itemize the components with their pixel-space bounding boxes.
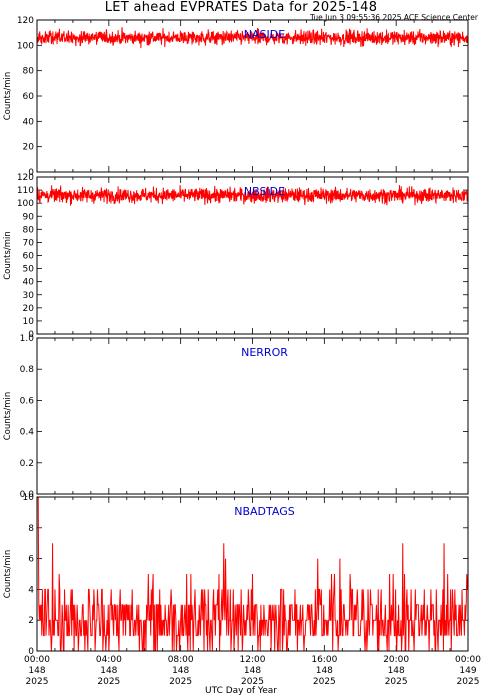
x-tick-label-doy: 148 <box>316 666 333 676</box>
y-tick-label: 90 <box>23 212 35 222</box>
y-tick-label: 8 <box>28 524 34 534</box>
y-tick-label: 70 <box>23 238 35 248</box>
x-tick-label-doy: 148 <box>388 666 405 676</box>
panel-nbside: 0 10 20 30 40 50 60 70 80 90 100 110 120 Counts/min NB… <box>3 173 469 340</box>
plot-frame <box>36 496 469 652</box>
y-tick-label: 80 <box>23 225 35 235</box>
y-tick-label: 0.0 <box>20 490 35 500</box>
y-tick-label: 120 <box>17 173 34 183</box>
x-tick-label-year: 2025 <box>385 677 408 687</box>
x-tick-label-time: 12:00 <box>240 655 266 665</box>
y-tick-label: 0.8 <box>20 365 35 375</box>
y-axis-label: Counts/min <box>3 550 13 599</box>
y-tick-label: 60 <box>23 252 35 262</box>
x-tick-label-year: 2025 <box>457 677 480 687</box>
x-tick-label-time: 00:00 <box>455 655 481 665</box>
y-tick-label: 1.0 <box>20 334 35 344</box>
y-tick-label: 20 <box>23 304 35 314</box>
y-tick-label: 0.2 <box>20 459 34 469</box>
panel-title: NBADTAGS <box>234 505 294 518</box>
y-tick-label: 4 <box>28 585 34 595</box>
x-tick-label-doy: 149 <box>459 666 476 676</box>
y-tick-label: 10 <box>23 493 35 503</box>
y-axis-label: Counts/min <box>3 231 13 280</box>
y-tick-label: 110 <box>17 186 34 196</box>
plot-frame <box>36 176 469 335</box>
panel-title: NERROR <box>241 346 288 359</box>
x-tick-label-year: 2025 <box>26 677 49 687</box>
panel-nbadtags: 0 2 4 6 8 10 Counts/min NBADTAGS <box>3 493 469 657</box>
x-tick-label-doy: 148 <box>100 666 117 676</box>
y-tick-label: 120 <box>17 16 34 26</box>
x-tick-label-doy: 148 <box>244 666 261 676</box>
y-tick-label: 0 <box>28 647 34 657</box>
plot-frame <box>36 337 469 495</box>
y-tick-label: 2 <box>28 616 34 626</box>
x-tick-label-doy: 148 <box>28 666 45 676</box>
series-line-naside <box>36 27 469 49</box>
timestamp-label: Tue Jun 3 09:55:36 2025 ACE Science Cent… <box>309 13 478 22</box>
series-line-nbside <box>36 185 469 206</box>
y-tick-label: 0 <box>28 168 34 178</box>
y-tick-label: 60 <box>23 92 35 102</box>
x-tick-label-time: 16:00 <box>311 655 337 665</box>
x-tick-label-year: 2025 <box>97 677 120 687</box>
y-tick-label: 20 <box>23 143 35 153</box>
x-tick-label-year: 2025 <box>169 677 192 687</box>
y-tick-label: 100 <box>17 41 34 51</box>
y-tick-label: 6 <box>28 555 34 565</box>
y-tick-label: 0 <box>28 330 34 340</box>
y-tick-label: 40 <box>23 117 35 127</box>
y-tick-label: 40 <box>23 278 35 288</box>
x-tick-label-time: 00:00 <box>24 655 50 665</box>
panel-title: NASIDE <box>244 28 285 41</box>
y-axis-label: Counts/min <box>3 392 13 441</box>
series-line-nbadtags <box>37 496 468 652</box>
y-tick-label: 0.6 <box>20 396 35 406</box>
panel-naside: 0 20 40 60 80 100 120 Counts/min NASIDE <box>3 16 469 178</box>
y-tick-label: 0.4 <box>20 428 35 438</box>
x-tick-label-year: 2025 <box>313 677 336 687</box>
x-axis-label: UTC Day of Year <box>205 686 277 696</box>
y-tick-label: 100 <box>17 199 34 209</box>
x-tick-label-doy: 148 <box>172 666 189 676</box>
panel-nerror: 0.0 0.2 0.4 0.6 0.8 1.0 Counts/min NERROR <box>3 334 469 500</box>
panel-title: NBSIDE <box>244 185 285 198</box>
chart-title: LET ahead EVPRATES Data for 2025-148 <box>104 0 378 15</box>
y-tick-label: 30 <box>23 291 35 301</box>
x-tick-label-year: 2025 <box>241 677 264 687</box>
x-tick-label-time: 20:00 <box>383 655 409 665</box>
y-tick-label: 10 <box>23 317 35 327</box>
y-tick-label: 50 <box>23 265 35 275</box>
x-tick-label-time: 04:00 <box>96 655 122 665</box>
x-tick-label-time: 08:00 <box>168 655 194 665</box>
plot-frame <box>36 19 469 173</box>
y-axis-label: Counts/min <box>3 72 13 121</box>
y-tick-label: 80 <box>23 67 35 77</box>
